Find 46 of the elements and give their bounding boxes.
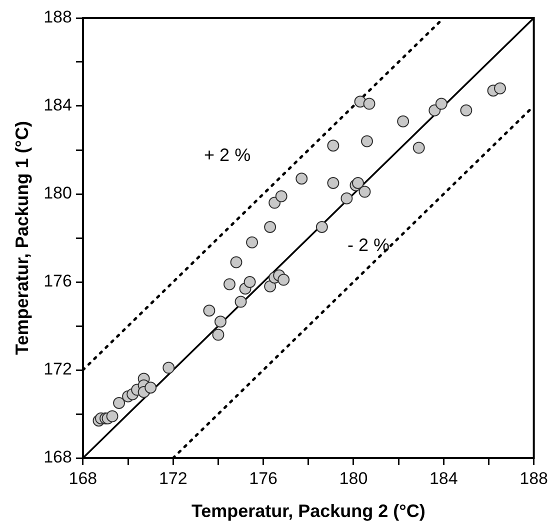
- point: [212, 328, 224, 341]
- point: [264, 280, 276, 292]
- point: [397, 115, 410, 128]
- x-axis-title: Temperatur, Packung 2 (°C): [191, 501, 426, 522]
- point: [316, 221, 328, 233]
- x-tick-label: 188: [520, 468, 548, 488]
- point: [327, 140, 340, 152]
- x-tick-label: 168: [68, 468, 98, 488]
- annotation: + 2 %: [204, 144, 251, 165]
- point: [296, 172, 308, 185]
- x-tick-label: 172: [158, 468, 188, 488]
- y-tick-label: 188: [44, 8, 72, 27]
- point: [460, 104, 472, 116]
- point: [363, 98, 376, 110]
- x-tick-label: 176: [249, 468, 278, 488]
- point: [244, 276, 256, 288]
- point: [340, 192, 353, 204]
- point: [234, 296, 247, 308]
- y-tick-label: 176: [44, 272, 72, 291]
- point: [435, 98, 448, 110]
- point: [203, 304, 216, 317]
- point: [494, 82, 506, 94]
- point: [264, 221, 276, 233]
- point: [327, 177, 340, 189]
- point: [246, 236, 258, 248]
- point: [278, 274, 290, 286]
- point: [230, 256, 242, 268]
- point: [412, 142, 425, 154]
- x-tick-label: 184: [429, 468, 458, 488]
- point: [106, 410, 118, 422]
- point: [113, 397, 126, 409]
- y-axis-title: Temperatur, Packung 1 (°C): [12, 121, 32, 355]
- point: [352, 177, 364, 189]
- y-tick-label: 184: [44, 96, 72, 115]
- point: [144, 382, 157, 394]
- y-tick-label: 168: [44, 448, 72, 467]
- x-tick-label: 180: [339, 468, 368, 488]
- y-tick-label: 172: [44, 360, 72, 379]
- point: [275, 190, 288, 202]
- point: [361, 135, 373, 148]
- point: [428, 104, 441, 116]
- point: [358, 186, 371, 198]
- point: [162, 362, 175, 374]
- point: [214, 316, 226, 328]
- y-tick-label: 180: [44, 184, 72, 203]
- point: [223, 278, 236, 290]
